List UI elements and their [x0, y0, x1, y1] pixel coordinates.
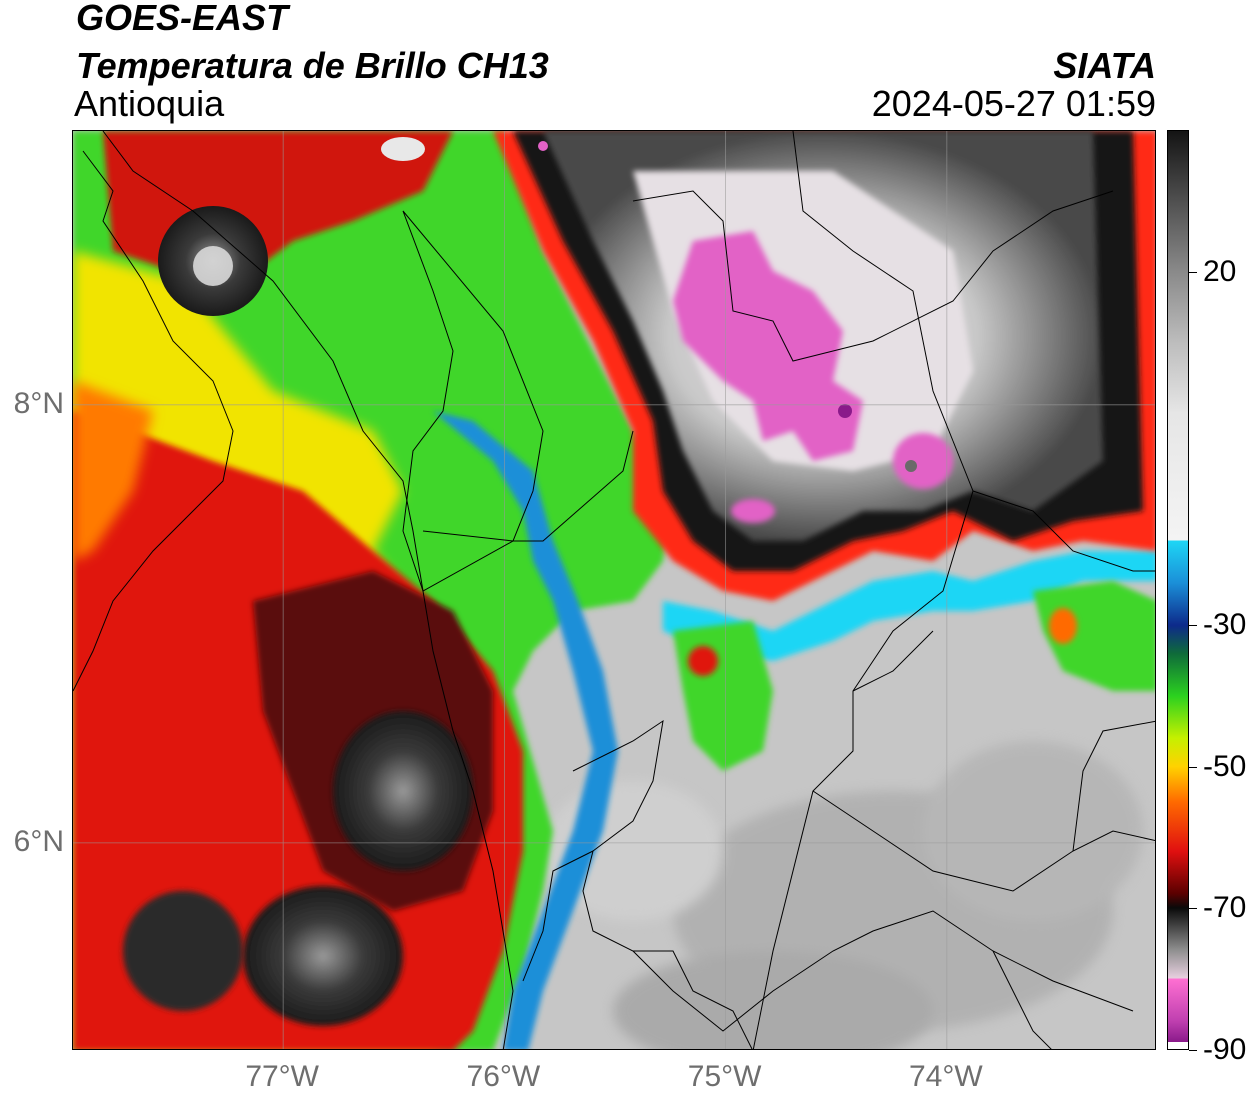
lat-tick-label: 6°N: [13, 824, 64, 858]
overshoot-east: [893, 433, 953, 489]
overshoot-region: [673, 231, 863, 461]
map-gridlines: [73, 131, 1155, 1049]
colorbar-tick-mark: [1189, 766, 1197, 768]
blue-rim: [433, 411, 618, 1049]
colorbar-tick-mark: [1189, 625, 1197, 627]
colorbar-tick-label: -90: [1203, 1033, 1247, 1066]
lon-tick-label: 74°W: [908, 1060, 983, 1093]
title-satellite: GOES-EAST: [76, 0, 289, 38]
agency-label: SIATA: [1053, 45, 1156, 86]
cold-cell-south: [243, 886, 403, 1026]
lon-tick-label: 75°W: [687, 1060, 762, 1093]
admin-borders: [73, 131, 1155, 1049]
lat-tick-label: 8°N: [13, 386, 64, 420]
colorbar-tick-label: -50: [1203, 749, 1247, 783]
colorbar-tick-label: -70: [1203, 891, 1247, 925]
cold-cell-center: [333, 711, 473, 871]
satellite-map[interactable]: [72, 130, 1156, 1050]
colorbar-tick-label: -30: [1203, 608, 1247, 642]
lon-tick-label: 76°W: [466, 1060, 541, 1093]
datetime-label: 2024-05-27 01:59: [871, 83, 1156, 124]
region-label: Antioquia: [74, 83, 225, 124]
orange-fringe: [73, 381, 153, 561]
title-product: Temperatura de Brillo CH13: [76, 45, 549, 86]
cold-cell-sw: [123, 891, 243, 1011]
colorbar-tick-mark: [1189, 908, 1197, 910]
colorbar-tick-label: 20: [1203, 254, 1237, 288]
lon-tick-label: 77°W: [245, 1060, 319, 1093]
colorbar-tick-mark: [1189, 271, 1197, 273]
temperature-colorbar: [1167, 130, 1189, 1050]
colorbar-tick-mark: [1189, 1050, 1197, 1051]
